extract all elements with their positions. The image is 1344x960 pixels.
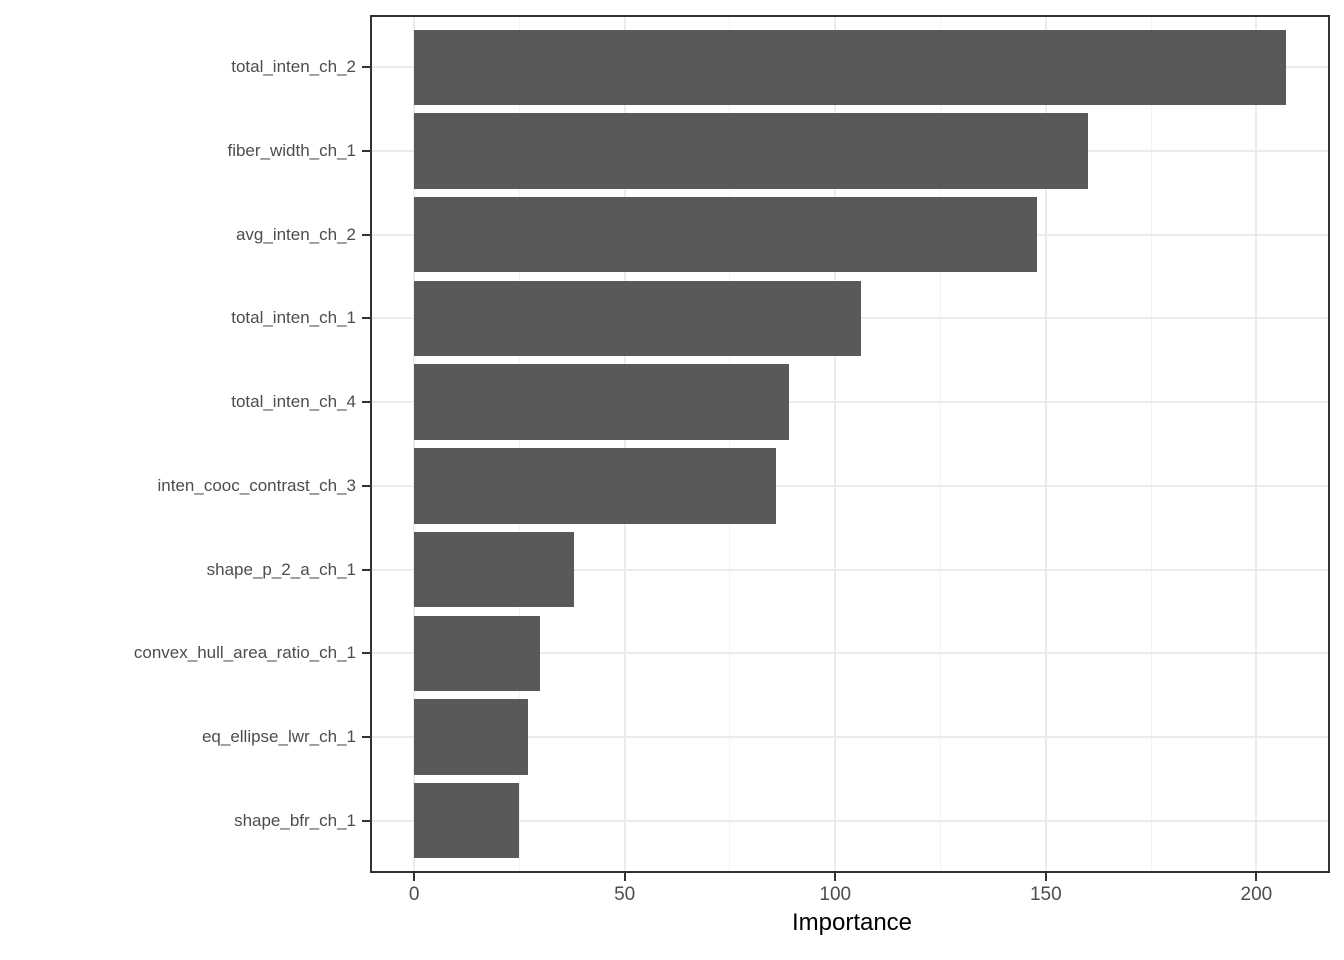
y-axis-tick (362, 66, 370, 69)
y-axis-label: eq_ellipse_lwr_ch_1 (201, 727, 356, 747)
x-axis-tick-label: 200 (1240, 884, 1273, 905)
y-axis-label: inten_cooc_contrast_ch_3 (157, 475, 356, 495)
y-axis-tick (362, 484, 370, 487)
gridline-major-horizontal (372, 484, 1328, 487)
gridline-minor-vertical (518, 17, 520, 871)
y-axis-label: total_inten_ch_1 (231, 308, 356, 328)
bar (414, 615, 541, 691)
y-axis-tick (362, 317, 370, 320)
x-axis-tick-label: 50 (614, 884, 636, 905)
x-axis-tick (834, 873, 837, 881)
y-axis-tick (362, 736, 370, 739)
y-axis-label: total_inten_ch_4 (231, 392, 356, 412)
gridline-major-vertical (1044, 17, 1047, 871)
bar (414, 531, 575, 608)
bar (414, 29, 1286, 105)
gridline-major-vertical (1255, 17, 1258, 871)
gridline-minor-vertical (1150, 17, 1152, 871)
bar (414, 783, 520, 859)
y-axis-label: total_inten_ch_2 (231, 57, 356, 77)
y-axis-tick (362, 149, 370, 152)
bar (414, 113, 1088, 189)
y-axis-label: fiber_width_ch_1 (227, 140, 356, 160)
y-axis-tick (362, 819, 370, 822)
gridline-major-horizontal (372, 736, 1328, 739)
gridline-minor-vertical (940, 17, 942, 871)
y-axis-tick (362, 233, 370, 236)
y-axis-tick (362, 568, 370, 571)
x-axis-tick-label: 100 (819, 884, 852, 905)
bar (414, 364, 789, 440)
bar (414, 699, 528, 775)
bar (414, 197, 1038, 273)
x-axis-tick (1044, 873, 1047, 881)
gridline-major-horizontal (372, 819, 1328, 822)
x-axis-tick (623, 873, 626, 881)
gridline-major-horizontal (372, 652, 1328, 655)
bar (414, 448, 777, 524)
plot-panel (370, 15, 1330, 873)
gridline-major-vertical (834, 17, 837, 871)
y-axis-tick (362, 652, 370, 655)
gridline-minor-vertical (729, 17, 731, 871)
x-axis-tick (413, 873, 416, 881)
gridline-major-horizontal (372, 401, 1328, 404)
gridline-major-vertical (623, 17, 626, 871)
y-axis-label: shape_bfr_ch_1 (234, 810, 356, 830)
x-axis-title: Importance (791, 909, 913, 936)
x-axis-tick-label: 150 (1029, 884, 1062, 905)
x-axis-tick-label: 0 (408, 884, 420, 905)
y-axis-tick (362, 401, 370, 404)
gridline-major-vertical (413, 17, 416, 871)
y-axis-label: shape_p_2_a_ch_1 (206, 559, 356, 579)
gridline-major-horizontal (372, 568, 1328, 571)
y-axis-label: avg_inten_ch_2 (235, 224, 356, 244)
bar (414, 280, 861, 357)
y-axis-label: convex_hull_area_ratio_ch_1 (133, 643, 356, 663)
x-axis-tick (1255, 873, 1258, 881)
